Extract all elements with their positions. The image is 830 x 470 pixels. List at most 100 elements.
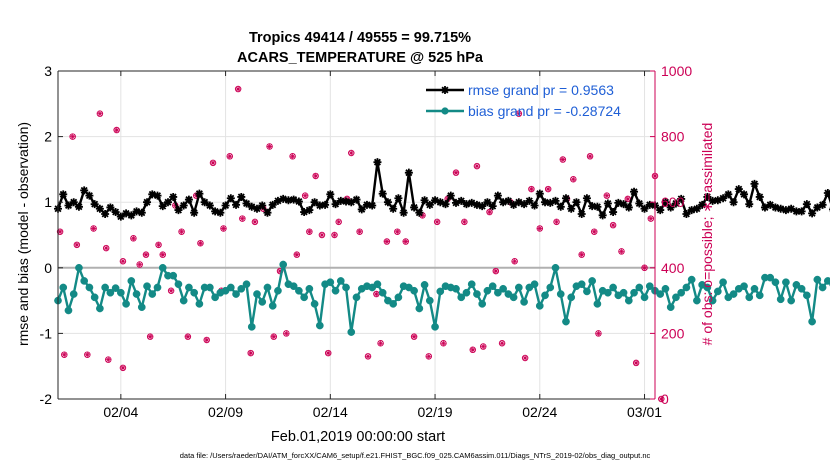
obs-point	[647, 215, 655, 222]
obs-point-star	[604, 192, 610, 199]
rmse-marker	[760, 203, 769, 212]
obs-point	[119, 257, 127, 265]
bias-marker	[750, 284, 759, 293]
bias-marker	[813, 275, 822, 284]
x-axis-label: Feb.01,2019 00:00:00 start	[271, 429, 445, 445]
obs-point-star	[377, 340, 384, 347]
obs-point-star	[197, 240, 204, 246]
rmse-marker	[321, 200, 330, 209]
bias-marker	[656, 290, 665, 298]
bias-marker	[143, 282, 151, 291]
bias-marker	[342, 283, 350, 292]
bias-marker	[80, 277, 89, 285]
rmse-marker	[457, 196, 466, 205]
obs-point	[113, 126, 120, 134]
rmse-marker	[787, 204, 796, 213]
obs-point	[364, 353, 372, 360]
obs-point	[306, 228, 313, 235]
rmse-marker	[394, 194, 403, 203]
bias-marker	[687, 275, 696, 284]
rmse-marker	[467, 198, 476, 207]
obs-point-star	[147, 333, 153, 340]
rmse-marker	[504, 196, 513, 205]
obs-point	[155, 241, 162, 249]
bias-marker	[452, 284, 460, 293]
rmse-marker	[630, 187, 639, 196]
bias-marker	[661, 284, 670, 293]
rmse-marker	[671, 199, 680, 208]
rmse-marker	[692, 204, 701, 213]
bias-marker	[499, 284, 507, 293]
obs-point	[197, 239, 204, 247]
rmse-marker	[577, 210, 586, 219]
bias-marker	[206, 283, 214, 292]
bias-marker	[677, 288, 686, 297]
rmse-marker	[823, 189, 830, 198]
obs-point-star	[270, 333, 277, 340]
bias-marker	[766, 273, 775, 282]
rmse-marker	[284, 196, 293, 205]
bias-marker	[158, 263, 167, 272]
rmse-marker	[698, 200, 707, 209]
x-tick-label: 02/19	[418, 404, 453, 420]
bias-marker	[425, 296, 434, 305]
bias-marker	[682, 283, 691, 292]
rmse-marker	[802, 200, 811, 209]
rmse-marker	[493, 191, 502, 200]
obs-point-star	[344, 196, 350, 202]
rmse-marker	[488, 202, 497, 211]
x-tick-label: 02/04	[103, 404, 138, 420]
bias-marker	[258, 298, 267, 306]
bias-marker	[609, 283, 617, 292]
obs-point	[84, 351, 91, 358]
bias-marker	[101, 283, 109, 292]
obs-point-star	[440, 340, 447, 347]
rmse-marker	[143, 198, 152, 207]
rmse-marker	[205, 201, 214, 210]
obs-point-star	[210, 160, 216, 166]
bias-marker	[64, 306, 73, 315]
rmse-marker	[200, 198, 209, 207]
bias-marker	[336, 277, 345, 285]
x-tick-label: 02/09	[208, 404, 243, 420]
legend-rmse-marker	[441, 86, 449, 94]
obs-point	[595, 330, 602, 337]
bias-marker	[776, 295, 785, 304]
obs-point-star	[591, 228, 598, 235]
bias-marker	[190, 288, 199, 297]
obs-point	[377, 339, 384, 347]
x-tick-label: 02/24	[522, 404, 557, 420]
bias-marker	[666, 303, 675, 312]
bias-marker	[782, 278, 790, 287]
obs-point-star	[120, 365, 126, 371]
bias-marker	[279, 260, 288, 269]
legend-bias-label: bias grand pr = -0.28724	[468, 103, 621, 119]
obs-point-star	[235, 86, 241, 92]
rmse-marker	[127, 211, 136, 220]
rmse-marker	[216, 208, 225, 217]
bias-marker	[185, 283, 193, 292]
bias-marker	[457, 293, 466, 302]
rmse-marker	[520, 200, 529, 209]
rmse-marker	[211, 207, 220, 216]
y-left-tick-label: 2	[44, 129, 52, 145]
y-left-tick-label: 0	[44, 260, 52, 276]
rmse-marker	[253, 204, 261, 213]
obs-point	[56, 228, 64, 235]
obs-point-star	[172, 202, 179, 209]
obs-point-star	[335, 219, 342, 225]
bias-marker	[378, 288, 387, 297]
rmse-marker	[755, 192, 764, 201]
rmse-marker	[352, 195, 361, 204]
obs-point	[146, 333, 154, 340]
obs-point	[226, 153, 234, 160]
rmse-marker	[499, 198, 508, 207]
obs-point-star	[331, 232, 338, 238]
rmse-marker	[525, 196, 534, 205]
bias-marker	[520, 298, 528, 306]
legend: rmse grand pr = 0.9563 bias grand pr = -0…	[426, 82, 621, 119]
rmse-marker	[289, 195, 298, 204]
bias-marker	[174, 280, 183, 289]
rmse-marker	[122, 209, 131, 218]
